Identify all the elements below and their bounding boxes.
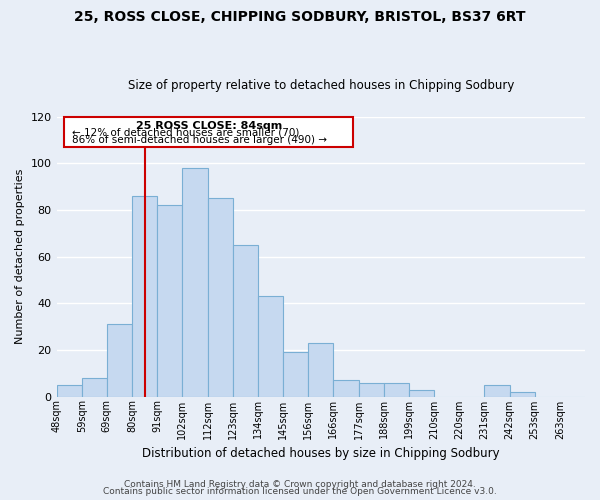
Text: Contains public sector information licensed under the Open Government Licence v3: Contains public sector information licen… xyxy=(103,488,497,496)
FancyBboxPatch shape xyxy=(64,117,353,147)
Text: ← 12% of detached houses are smaller (70): ← 12% of detached houses are smaller (70… xyxy=(71,128,299,138)
Text: 25 ROSS CLOSE: 84sqm: 25 ROSS CLOSE: 84sqm xyxy=(136,121,282,131)
X-axis label: Distribution of detached houses by size in Chipping Sodbury: Distribution of detached houses by size … xyxy=(142,447,500,460)
Bar xyxy=(509,392,535,396)
Bar xyxy=(383,382,409,396)
Bar xyxy=(107,324,132,396)
Bar xyxy=(182,168,208,396)
Bar xyxy=(359,382,383,396)
Text: 86% of semi-detached houses are larger (490) →: 86% of semi-detached houses are larger (… xyxy=(71,136,326,145)
Bar xyxy=(132,196,157,396)
Bar xyxy=(56,385,82,396)
Bar xyxy=(484,385,509,396)
Bar xyxy=(283,352,308,397)
Bar xyxy=(82,378,107,396)
Bar xyxy=(334,380,359,396)
Bar xyxy=(157,206,182,396)
Bar xyxy=(208,198,233,396)
Title: Size of property relative to detached houses in Chipping Sodbury: Size of property relative to detached ho… xyxy=(128,79,514,92)
Text: 25, ROSS CLOSE, CHIPPING SODBURY, BRISTOL, BS37 6RT: 25, ROSS CLOSE, CHIPPING SODBURY, BRISTO… xyxy=(74,10,526,24)
Bar xyxy=(308,343,334,396)
Y-axis label: Number of detached properties: Number of detached properties xyxy=(15,169,25,344)
Bar xyxy=(409,390,434,396)
Bar xyxy=(233,245,258,396)
Text: Contains HM Land Registry data © Crown copyright and database right 2024.: Contains HM Land Registry data © Crown c… xyxy=(124,480,476,489)
Bar xyxy=(258,296,283,396)
